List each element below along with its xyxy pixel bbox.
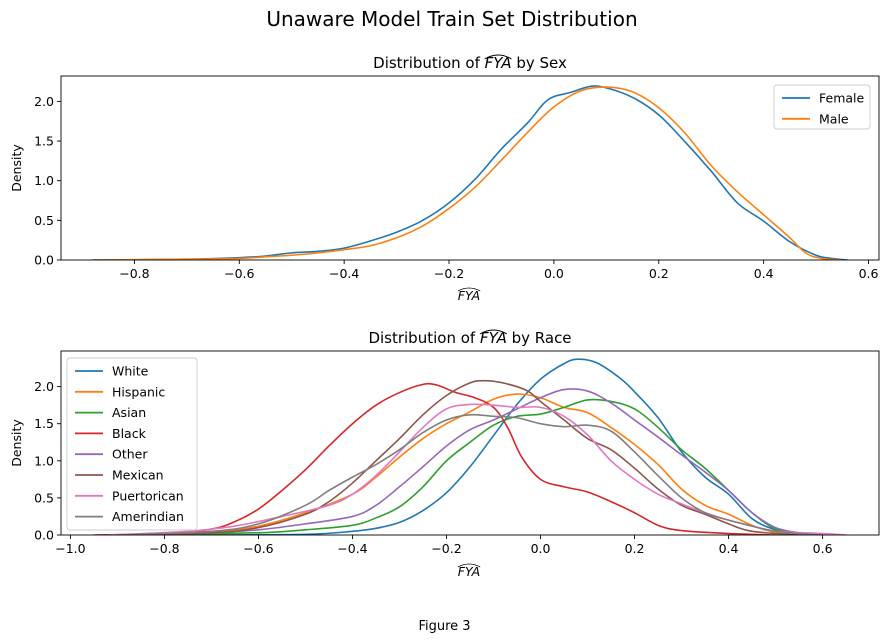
series-lines [92,85,848,260]
x-tick-label: −0.4 [337,541,367,556]
y-tick-label: 1.0 [34,453,54,468]
panel-title-variable: FYA [485,54,512,72]
legend-frame [66,357,198,531]
x-label-hat [457,563,481,568]
series-line-mexican [117,379,800,535]
legend: White Hispanic Asian Black Other Mexican Puert… [66,357,198,531]
y-axis-label: Density [9,144,24,192]
series-lines [93,358,847,535]
y-tick-label: 2.0 [34,379,54,394]
legend-label: Other [112,447,148,462]
x-tick-label: −0.6 [243,541,273,556]
x-tick-label: 0.6 [813,541,833,556]
figure-caption: Figure 3 [418,619,471,634]
legend-item-male: Male [782,111,849,126]
x-tick-label: −1.0 [55,541,85,556]
legend-label: Amerindian [112,509,184,524]
y-tick-label: 0.5 [34,490,54,505]
sex-distribution-panel: Distribution of FYA by Sex −0.8 −0.6 −0.4 −0… [9,54,880,303]
legend-label: Female [819,91,865,106]
legend-label: Hispanic [112,384,165,399]
x-tick-label: 0.4 [719,541,739,556]
panel-title-prefix: Distribution of [373,54,485,72]
legend: Female Male [773,84,871,130]
legend-item-puertorican: Puertorican [75,488,184,503]
legend-label: Asian [112,405,146,420]
x-tick-label: −0.8 [119,266,149,281]
y-tick-label: 2.0 [34,94,54,109]
panel-title: Distribution of FYA by Sex [373,54,567,72]
legend-item-white: White [75,364,149,379]
series-line-amerindian [117,413,823,535]
race-distribution-panel: Distribution of FYA by Race −1.0 −0.8 −0.6 −… [9,329,880,579]
y-tick-label: 0.5 [34,213,54,228]
axes-frame [60,350,880,536]
legend-item-other: Other [75,447,148,462]
legend-item-black: Black [75,426,147,441]
panel-title-suffix: by Race [507,329,572,347]
legend-label: White [112,364,149,379]
x-tick-label: 0.0 [531,541,551,556]
series-line-white [187,358,823,535]
x-tick-label: 0.2 [625,541,645,556]
x-tick-label: −0.8 [149,541,179,556]
title-hat [484,54,512,60]
legend-item-asian: Asian [75,405,146,420]
legend-label: Male [819,111,849,126]
x-tick-label: −0.2 [431,541,461,556]
figure-title: Unaware Model Train Set Distribution [266,7,637,31]
panel-title-prefix: Distribution of [368,329,480,347]
series-line-other [140,388,823,535]
series-line-male [97,86,843,260]
legend-item-mexican: Mexican [75,468,164,483]
legend-item-amerindian: Amerindian [75,509,184,524]
x-tick-label: 0.0 [544,266,564,281]
y-tick-label: 1.0 [34,173,54,188]
legend-item-hispanic: Hispanic [75,384,165,399]
series-line-female [92,85,848,260]
panel-title-suffix: by Sex [512,54,567,72]
x-tick-label: −0.4 [329,266,359,281]
axes-frame [60,75,880,261]
y-axis-label: Density [9,419,24,467]
x-tick-label: −0.2 [434,266,464,281]
series-line-asian [140,398,823,535]
x-tick-label: −0.6 [224,266,254,281]
x-tick-label: 0.2 [649,266,669,281]
x-tick-label: 0.6 [859,266,879,281]
legend-label: Puertorican [112,488,184,503]
y-tick-label: 0.0 [34,528,54,543]
legend-item-female: Female [782,91,865,106]
x-label-hat [457,287,481,292]
x-tick-label: 0.4 [754,266,774,281]
y-tick-label: 1.5 [34,416,54,431]
series-line-hispanic [117,393,823,535]
y-tick-label: 1.5 [34,134,54,149]
panel-title: Distribution of FYA by Race [368,329,571,347]
legend-label: Mexican [112,468,164,483]
y-tick-label: 0.0 [34,253,54,268]
x-axis-label: FYA [458,288,480,303]
x-axis-label: FYA [458,564,480,579]
panel-title-variable: FYA [480,329,507,347]
series-line-black [93,382,776,535]
title-hat [479,329,508,335]
legend-label: Black [112,426,147,441]
series-line-puertorican [107,403,847,535]
